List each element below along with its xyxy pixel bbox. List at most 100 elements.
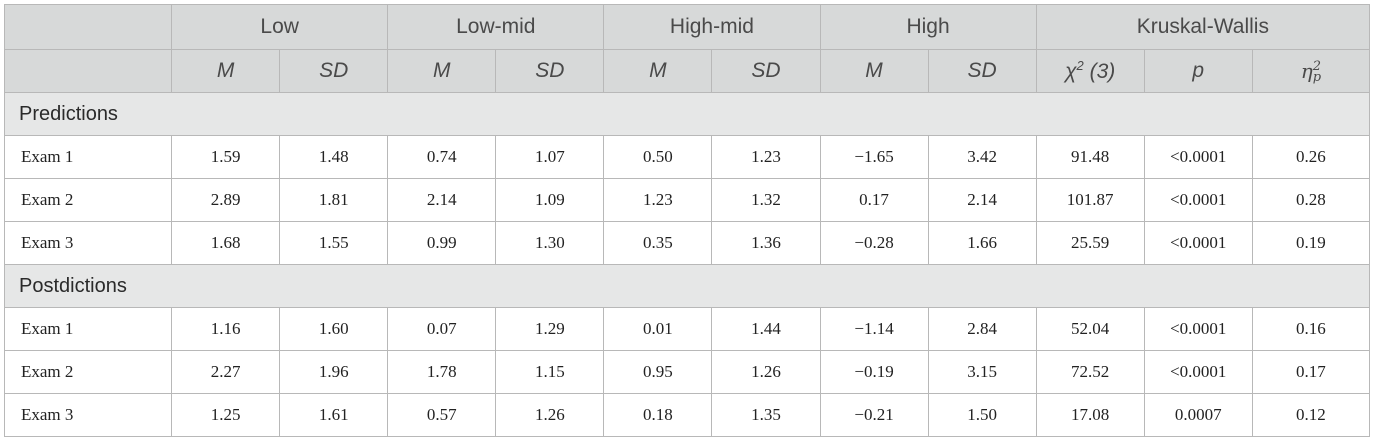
section-row: Predictions (4, 92, 1370, 136)
header-corner (3, 4, 173, 50)
header-row-groups: Low Low-mid High-mid High Kruskal-Wallis (3, 4, 1371, 50)
col-header-sd: SD (711, 49, 821, 93)
table-cell: 1.48 (279, 135, 389, 179)
table-cell: <0.0001 (1143, 221, 1253, 265)
table-cell: 1.66 (927, 221, 1037, 265)
col-header-m: M (603, 49, 713, 93)
table-cell: 72.52 (1035, 350, 1145, 394)
header-corner-sub (3, 49, 173, 93)
table-row: Exam 1 1.16 1.60 0.07 1.29 0.01 1.44 −1.14 2.84 5… (3, 307, 1371, 351)
table-cell: 1.59 (171, 135, 281, 179)
section-title: Postdictions (4, 264, 1370, 308)
table-cell: −0.19 (819, 350, 929, 394)
row-label: Exam 1 (3, 135, 173, 179)
table-cell: 3.42 (927, 135, 1037, 179)
table-cell: 1.50 (927, 393, 1037, 437)
table-cell: 1.96 (279, 350, 389, 394)
group-header-high: High (819, 4, 1037, 50)
table-cell: 1.23 (603, 178, 713, 222)
eta-subscript: p (1312, 70, 1322, 85)
row-label: Exam 2 (3, 350, 173, 394)
table-cell: 1.55 (279, 221, 389, 265)
chi-symbol: χ (1065, 60, 1077, 83)
col-header-sd: SD (495, 49, 605, 93)
table-cell: −0.21 (819, 393, 929, 437)
table-cell: 1.81 (279, 178, 389, 222)
table-cell: 3.15 (927, 350, 1037, 394)
table-cell: 1.15 (495, 350, 605, 394)
table-row: Exam 1 1.59 1.48 0.74 1.07 0.50 1.23 −1.65 3.42 9… (3, 135, 1371, 179)
section-title: Predictions (4, 92, 1370, 136)
row-label: Exam 1 (3, 307, 173, 351)
table-cell: 1.68 (171, 221, 281, 265)
group-header-low-mid: Low-mid (387, 4, 605, 50)
table-cell: <0.0001 (1143, 135, 1253, 179)
chi-superscript: 2 (1076, 58, 1084, 73)
table-row: Exam 2 2.89 1.81 2.14 1.09 1.23 1.32 0.17 2.14 10… (3, 178, 1371, 222)
col-header-m: M (387, 49, 497, 93)
table-cell: 0.50 (603, 135, 713, 179)
chi-df: (3) (1089, 60, 1116, 83)
table-cell: 0.95 (603, 350, 713, 394)
table-cell: 91.48 (1035, 135, 1145, 179)
eta-symbol: η (1300, 58, 1313, 83)
results-table: Low Low-mid High-mid High Kruskal-Wallis… (3, 4, 1371, 437)
row-label: Exam 3 (3, 221, 173, 265)
table-row: Exam 3 1.68 1.55 0.99 1.30 0.35 1.36 −0.28 1.66 2… (3, 221, 1371, 265)
table-cell: 1.44 (711, 307, 821, 351)
table-cell: 1.25 (171, 393, 281, 437)
col-header-p: p (1143, 49, 1253, 93)
table-cell: 0.17 (1251, 350, 1371, 394)
table-cell: −1.14 (819, 307, 929, 351)
table-cell: 1.30 (495, 221, 605, 265)
table-cell: <0.0001 (1143, 178, 1253, 222)
table-cell: 1.23 (711, 135, 821, 179)
table-cell: 1.32 (711, 178, 821, 222)
table-cell: 2.14 (927, 178, 1037, 222)
eta-superscript: 2 (1312, 59, 1321, 74)
table-cell: 1.07 (495, 135, 605, 179)
table-cell: 0.18 (603, 393, 713, 437)
table-cell: 0.07 (387, 307, 497, 351)
table-cell: 1.29 (495, 307, 605, 351)
table-cell: −1.65 (819, 135, 929, 179)
col-header-sd: SD (279, 49, 389, 93)
table-cell: −0.28 (819, 221, 929, 265)
table-body: Predictions Exam 1 1.59 1.48 0.74 1.07 0.50 1.2… (3, 92, 1371, 437)
group-header-kruskal-wallis: Kruskal-Wallis (1035, 4, 1371, 50)
table-cell: 0.16 (1251, 307, 1371, 351)
table-cell: 0.26 (1251, 135, 1371, 179)
table-cell: <0.0001 (1143, 350, 1253, 394)
table-cell: 1.26 (495, 393, 605, 437)
table-cell: 0.01 (603, 307, 713, 351)
group-header-low: Low (171, 4, 389, 50)
table-cell: 0.35 (603, 221, 713, 265)
col-header-m: M (819, 49, 929, 93)
table-cell: 0.74 (387, 135, 497, 179)
table-cell: 0.28 (1251, 178, 1371, 222)
table-row: Exam 3 1.25 1.61 0.57 1.26 0.18 1.35 −0.21 1.50 1… (3, 393, 1371, 437)
table-cell: 1.60 (279, 307, 389, 351)
row-label: Exam 2 (3, 178, 173, 222)
table-cell: 2.14 (387, 178, 497, 222)
section-row: Postdictions (4, 264, 1370, 308)
table-cell: 17.08 (1035, 393, 1145, 437)
table-cell: 25.59 (1035, 221, 1145, 265)
table-cell: 0.99 (387, 221, 497, 265)
table-cell: 1.26 (711, 350, 821, 394)
table-cell: 101.87 (1035, 178, 1145, 222)
col-header-sd: SD (927, 49, 1037, 93)
table-cell: 0.19 (1251, 221, 1371, 265)
table-cell: 1.36 (711, 221, 821, 265)
table-cell: 0.57 (387, 393, 497, 437)
row-label: Exam 3 (3, 393, 173, 437)
table-row: Exam 2 2.27 1.96 1.78 1.15 0.95 1.26 −0.19 3.15 7… (3, 350, 1371, 394)
table-cell: 1.35 (711, 393, 821, 437)
table-cell: 1.09 (495, 178, 605, 222)
table-cell: 0.17 (819, 178, 929, 222)
group-header-high-mid: High-mid (603, 4, 821, 50)
table-cell: 1.78 (387, 350, 497, 394)
col-header-chi-square: χ2 (3) (1035, 49, 1145, 93)
